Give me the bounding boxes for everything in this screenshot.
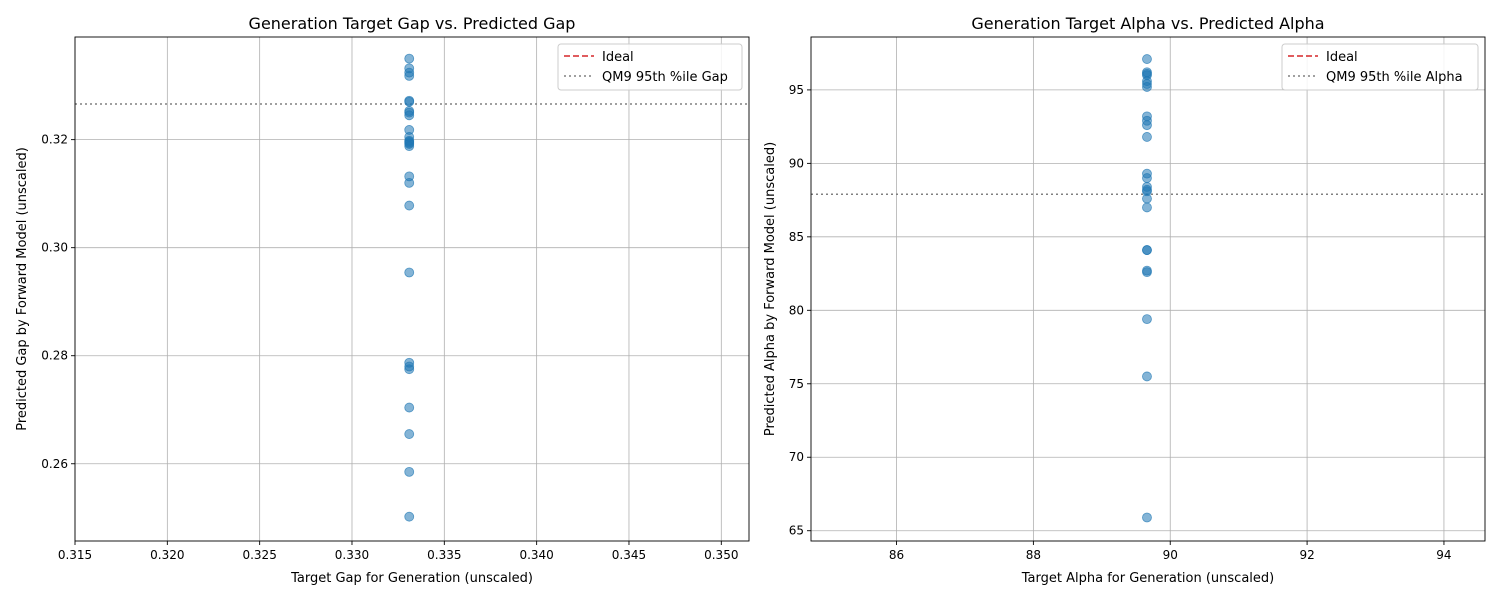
chart-2-y-tick-label: 75 [789,377,804,391]
chart-1-title: Generation Target Gap vs. Predicted Gap [249,14,576,33]
chart-2-x-tick-label: 90 [1163,548,1178,562]
chart-1-axes-frame [74,36,750,542]
chart-2-scatter-point [1142,132,1152,142]
chart-1-legend: Ideal QM9 95th %ile Gap [557,43,743,91]
chart-1-scatter-point [404,364,415,375]
chart-2-y-tick-label: 95 [789,83,804,97]
chart-2-x-tick-label: 88 [1026,548,1041,562]
chart-1-y-tick-label: 0.26 [41,457,68,471]
chart-2-legend-box [1281,43,1479,91]
chart-2-y-tick-label: 80 [789,303,804,317]
chart-2-scatter-point [1142,184,1152,195]
chart-2-x-tick-label: 86 [889,548,904,562]
chart-2-y-axis-label: Predicted Alpha by Forward Model (unscal… [763,142,778,436]
chart-1-x-axis-label: Target Gap for Generation (unscaled) [290,571,533,586]
chart-1-y-tick-label: 0.32 [41,133,68,147]
chart-2-scatter-point [1142,371,1152,382]
chart-2-x-axis-label: Target Alpha for Generation (unscaled) [1021,571,1274,586]
chart-1-legend-box [557,43,743,91]
chart-1-x-tick-label: 0.315 [58,548,92,562]
chart-2-y-tick-label: 85 [789,230,804,244]
chart-1-legend-ideal-label: Ideal [602,50,634,65]
chart-2-scatter-point [1142,54,1152,64]
chart-1-x-tick-label: 0.340 [519,548,553,562]
chart-2-x-tick-label: 92 [1299,548,1314,562]
chart-2-scatter-point [1142,79,1152,89]
chart-1-scatter-point [404,139,415,149]
chart-2-legend-ideal-label: Ideal [1326,50,1358,65]
chart-1-scatter-point [404,200,415,211]
chart-2-y-tick-label: 65 [789,524,804,538]
chart-1-x-tick-label: 0.325 [242,548,276,562]
chart-1-scatter-point [404,70,415,81]
chart-1-y-tick-label: 0.30 [41,241,68,255]
chart-2-scatter-point [1142,202,1152,213]
chart-1-x-tick-label: 0.350 [704,548,738,562]
chart-2-scatter-point [1142,314,1152,325]
chart-2-y-tick-label: 90 [789,156,804,170]
chart-2-y-tick-label: 70 [789,450,804,464]
chart-2-panel: 86 88 90 92 94 65 70 75 80 85 90 95 Generation Targe… [763,14,1486,586]
chart-2-legend: Ideal QM9 95th %ile Alpha [1281,43,1479,91]
chart-1-x-tick-label: 0.335 [427,548,461,562]
chart-1-y-axis-label: Predicted Gap by Forward Model (unscaled… [15,147,30,431]
chart-1-legend-reference-label: QM9 95th %ile Gap [602,70,728,85]
chart-1-y-tick-label: 0.28 [41,349,68,363]
chart-1-scatter-point [404,177,415,188]
chart-1-scatter-point [404,110,415,121]
chart-1-panel: 0.315 0.320 0.325 0.330 0.335 0.340 0.345 0.350… [15,14,750,586]
chart-2-x-tick-label: 94 [1436,548,1451,562]
chart-2-scatter-point [1142,120,1152,131]
chart-2-scatter-point [1142,193,1152,204]
chart-2-scatter-point [1142,512,1152,523]
chart-1-scatter-point [404,511,415,522]
chart-2-scatter-point [1142,173,1152,183]
chart-1-scatter-point [404,267,415,278]
chart-2-scatter-point [1142,245,1152,255]
chart-1-x-tick-label: 0.320 [150,548,184,562]
chart-1-scatter-point [404,429,415,439]
chart-2-legend-reference-label: QM9 95th %ile Alpha [1326,70,1463,85]
chart-2-title: Generation Target Alpha vs. Predicted Al… [971,14,1324,33]
chart-1-scatter-point [404,96,415,107]
chart-1-scatter-point [404,402,415,413]
chart-2-scatter-point [1142,68,1152,79]
chart-2-axes-frame [810,36,1486,542]
chart-2-scatter-point [1142,267,1152,278]
chart-1-scatter-point [404,466,415,477]
chart-1-x-tick-label: 0.345 [612,548,646,562]
chart-1-x-tick-label: 0.330 [335,548,369,562]
chart-1-scatter-point [404,53,415,64]
